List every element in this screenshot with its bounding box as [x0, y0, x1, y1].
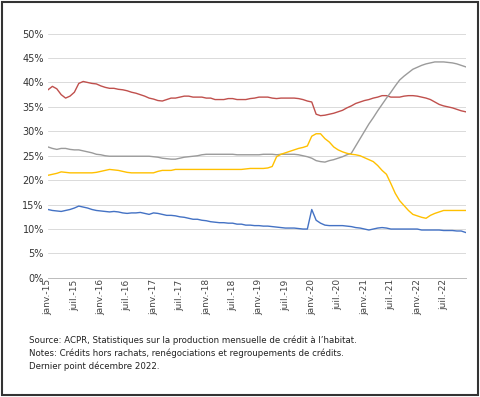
Text: Source: ACPR, Statistiques sur la production mensuelle de crédit à l’habitat.
No: Source: ACPR, Statistiques sur la produc… — [29, 335, 357, 372]
